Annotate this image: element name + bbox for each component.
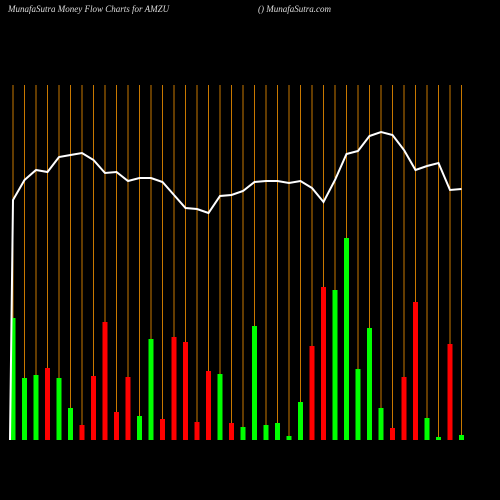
bar xyxy=(33,375,39,440)
bar xyxy=(102,322,108,440)
bar xyxy=(56,378,62,440)
bar xyxy=(125,377,131,440)
bar xyxy=(309,346,315,440)
bar xyxy=(79,425,85,440)
bar xyxy=(148,339,154,440)
bar xyxy=(401,377,407,440)
bar xyxy=(45,368,50,440)
bar xyxy=(206,371,211,440)
bar xyxy=(275,423,280,440)
bar xyxy=(390,428,395,440)
bar xyxy=(298,402,303,440)
bar xyxy=(447,344,453,440)
bar xyxy=(413,302,418,440)
bar xyxy=(252,326,257,440)
bar xyxy=(263,425,269,440)
bar xyxy=(355,369,361,440)
bar xyxy=(137,416,142,440)
bar xyxy=(114,412,119,440)
bar xyxy=(367,328,372,440)
bar xyxy=(91,376,96,440)
bar xyxy=(424,418,430,440)
chart-subtitle: () MunafaSutra.com xyxy=(258,4,331,14)
bar xyxy=(171,337,177,440)
bar xyxy=(378,408,384,440)
bar xyxy=(459,435,464,440)
bar xyxy=(286,436,292,440)
money-flow-line xyxy=(9,130,462,441)
chart-title: MunafaSutra Money Flow Charts for AMZU xyxy=(7,4,170,14)
bar xyxy=(344,238,349,440)
bar xyxy=(194,422,200,440)
bar xyxy=(160,419,165,440)
bar xyxy=(321,287,326,440)
bar xyxy=(332,290,338,440)
bar xyxy=(10,318,16,440)
bar xyxy=(229,423,234,440)
bar xyxy=(436,437,441,440)
bar xyxy=(22,378,27,440)
bar xyxy=(68,408,73,440)
bar xyxy=(240,427,246,440)
bar xyxy=(217,374,223,440)
bar xyxy=(183,342,188,440)
